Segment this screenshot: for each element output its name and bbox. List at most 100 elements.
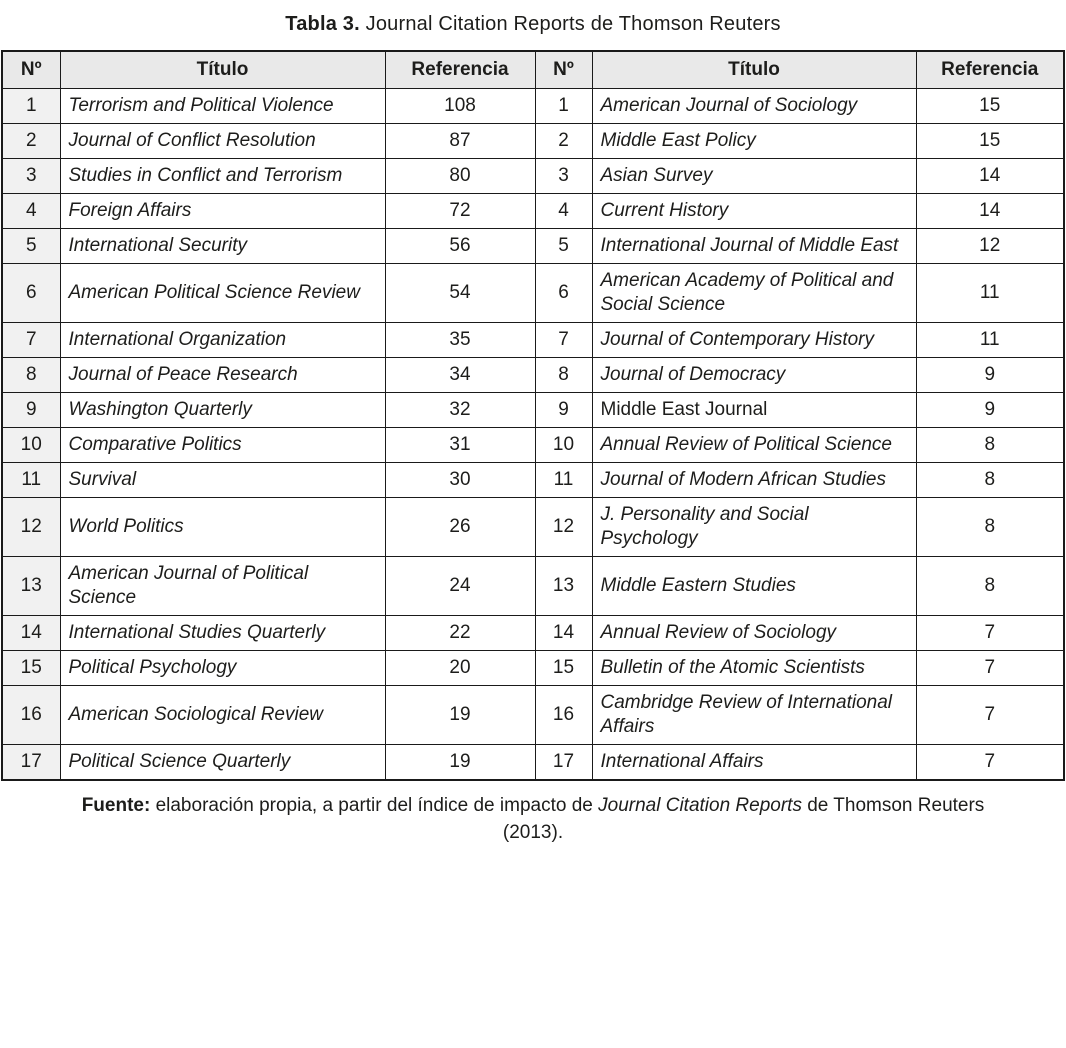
reference-count-right: 7 [915, 615, 1065, 651]
journal-title-left: Washington Quarterly [59, 392, 386, 428]
reference-count-right: 8 [915, 427, 1065, 463]
journal-title-right: Bulletin of the Atomic Scientists [591, 650, 917, 686]
row-number-left: 1 [1, 88, 61, 124]
table-row: 7 International Organization 35 7 Journal of… [1, 322, 1065, 358]
journal-title-right: International Affairs [591, 744, 917, 781]
row-number-left: 3 [1, 158, 61, 194]
row-number-right: 8 [534, 357, 593, 393]
header-title-right: Título [591, 50, 917, 89]
row-number-left: 16 [1, 685, 61, 745]
row-number-right: 7 [534, 322, 593, 358]
reference-count-left: 54 [384, 263, 536, 323]
reference-count-left: 19 [384, 744, 536, 781]
journal-title-right: Middle East Policy [591, 123, 917, 159]
reference-count-left: 32 [384, 392, 536, 428]
row-number-right: 9 [534, 392, 593, 428]
source-note-italic: Journal Citation Reports [598, 795, 802, 816]
row-number-left: 6 [1, 263, 61, 323]
reference-count-left: 34 [384, 357, 536, 393]
journal-title-right: Annual Review of Political Science [591, 427, 917, 463]
journal-title-right: Asian Survey [591, 158, 917, 194]
row-number-right: 4 [534, 193, 593, 229]
journal-title-left: Foreign Affairs [59, 193, 386, 229]
reference-count-left: 30 [384, 462, 536, 498]
journal-title-right: Journal of Modern African Studies [591, 462, 917, 498]
journal-title-right: Journal of Democracy [591, 357, 917, 393]
journal-title-left: Studies in Conflict and Terrorism [59, 158, 386, 194]
journal-title-left: Survival [59, 462, 386, 498]
reference-count-left: 35 [384, 322, 536, 358]
row-number-right: 11 [534, 462, 593, 498]
row-number-left: 11 [1, 462, 61, 498]
table-row: 8 Journal of Peace Research 34 8 Journal of … [1, 357, 1065, 393]
source-note-year: (2013). [502, 822, 564, 843]
header-number-left: Nº [1, 50, 61, 89]
row-number-right: 1 [534, 88, 593, 124]
header-reference-right: Referencia [915, 50, 1065, 89]
journal-title-left: International Security [59, 228, 386, 264]
table-row: 3 Studies in Conflict and Terrorism 80 3 Asi… [1, 158, 1065, 194]
row-number-right: 16 [534, 685, 593, 745]
reference-count-right: 11 [915, 263, 1065, 323]
table-row: 1 Terrorism and Political Violence 108 1 Ame… [1, 88, 1065, 124]
row-number-right: 6 [534, 263, 593, 323]
row-number-right: 10 [534, 427, 593, 463]
journal-title-left: Political Science Quarterly [59, 744, 386, 781]
reference-count-left: 19 [384, 685, 536, 745]
journal-title-left: Comparative Politics [59, 427, 386, 463]
reference-count-left: 31 [384, 427, 536, 463]
table-row: 2 Journal of Conflict Resolution 87 2 Middle… [1, 123, 1065, 159]
journal-title-left: International Organization [59, 322, 386, 358]
reference-count-right: 14 [915, 158, 1065, 194]
table-row: 17 Political Science Quarterly 19 17 Interna… [1, 744, 1065, 781]
row-number-right: 3 [534, 158, 593, 194]
table-row: 11 Survival 30 11 Journal of Modern African … [1, 462, 1065, 498]
table-header: Nº Título Referencia Nº Título Referenci… [1, 50, 1065, 89]
reference-count-right: 9 [915, 357, 1065, 393]
reference-count-left: 26 [384, 497, 536, 557]
reference-count-right: 9 [915, 392, 1065, 428]
table-caption: Tabla 3. Journal Citation Reports de Tho… [0, 0, 1066, 50]
source-note-label: Fuente: [81, 795, 151, 816]
row-number-left: 5 [1, 228, 61, 264]
reference-count-right: 7 [915, 744, 1065, 781]
table-row: 9 Washington Quarterly 32 9 Middle East Jour… [1, 392, 1065, 428]
journal-title-left: Journal of Conflict Resolution [59, 123, 386, 159]
header-number-right: Nº [534, 50, 593, 89]
reference-count-left: 87 [384, 123, 536, 159]
row-number-left: 10 [1, 427, 61, 463]
journal-title-left: Terrorism and Political Violence [59, 88, 386, 124]
reference-count-right: 7 [915, 685, 1065, 745]
header-reference-left: Referencia [384, 50, 536, 89]
header-title-left: Título [59, 50, 386, 89]
source-note-text-after: de Thomson Reuters [801, 795, 985, 816]
reference-count-right: 15 [915, 123, 1065, 159]
journal-title-left: Political Psychology [59, 650, 386, 686]
reference-count-right: 14 [915, 193, 1065, 229]
reference-count-right: 7 [915, 650, 1065, 686]
table-row: 13 American Journal of Political Science 2… [1, 556, 1065, 616]
table-caption-label: Tabla 3. [285, 13, 360, 35]
header-row: Nº Título Referencia Nº Título Referenci… [1, 50, 1065, 89]
row-number-right: 5 [534, 228, 593, 264]
journal-title-right: International Journal of Middle East [591, 228, 917, 264]
reference-count-right: 15 [915, 88, 1065, 124]
row-number-left: 13 [1, 556, 61, 616]
row-number-left: 17 [1, 744, 61, 781]
journal-title-right: Middle Eastern Studies [591, 556, 917, 616]
reference-count-right: 12 [915, 228, 1065, 264]
row-number-right: 2 [534, 123, 593, 159]
journal-title-right: Middle East Journal [591, 392, 917, 428]
table-row: 4 Foreign Affairs 72 4 Current History 14 [1, 193, 1065, 229]
journal-title-left: World Politics [59, 497, 386, 557]
row-number-left: 12 [1, 497, 61, 557]
reference-count-right: 8 [915, 556, 1065, 616]
journal-title-left: International Studies Quarterly [59, 615, 386, 651]
reference-count-right: 8 [915, 497, 1065, 557]
row-number-left: 15 [1, 650, 61, 686]
journal-title-left: Journal of Peace Research [59, 357, 386, 393]
row-number-left: 8 [1, 357, 61, 393]
reference-count-left: 108 [384, 88, 536, 124]
row-number-left: 7 [1, 322, 61, 358]
